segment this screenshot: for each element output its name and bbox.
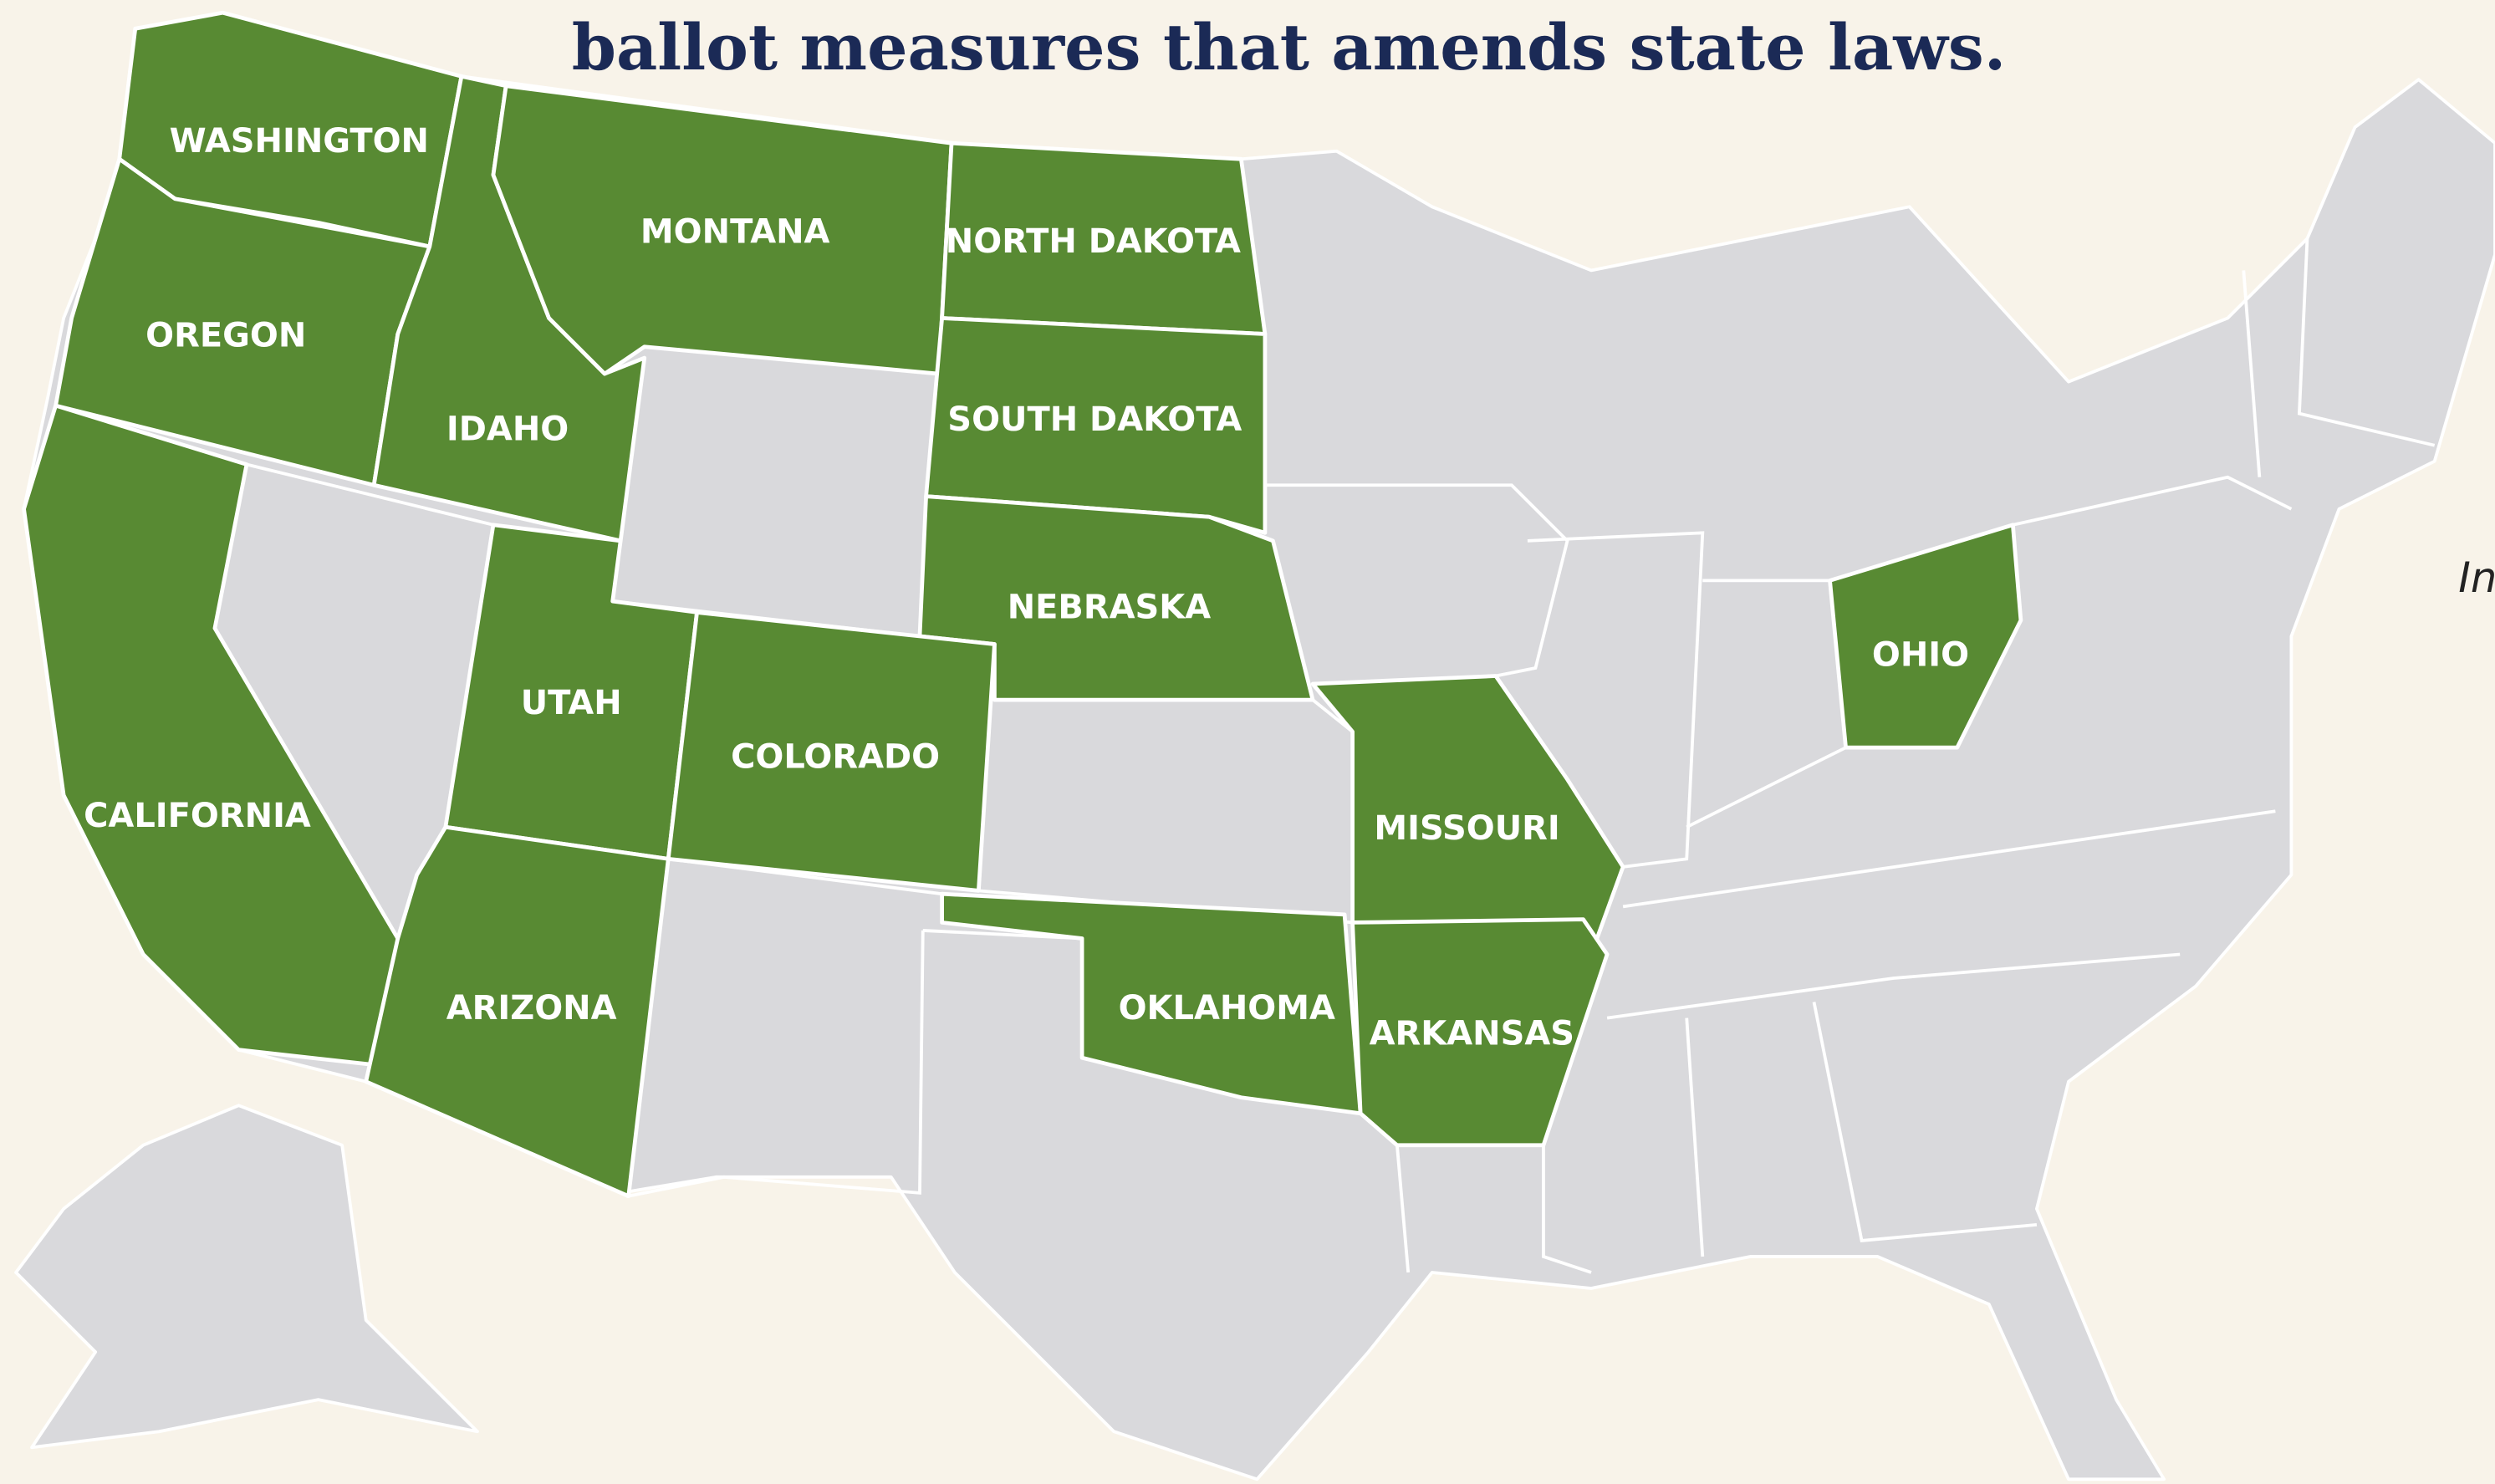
state-label: ARKANSAS bbox=[1370, 1015, 1574, 1053]
state-label: CALIFORNIA bbox=[84, 797, 311, 835]
state-label: COLORADO bbox=[731, 737, 940, 776]
state-label: OHIO bbox=[1872, 636, 1969, 675]
page: ballot measures that amends state laws. … bbox=[0, 0, 2495, 1484]
edge-text: In bbox=[2458, 553, 2495, 602]
state-label: OKLAHOMA bbox=[1119, 989, 1335, 1028]
state-label: WASHINGTON bbox=[170, 122, 429, 161]
state-label: IDAHO bbox=[446, 411, 569, 449]
state-label: NORTH DAKOTA bbox=[946, 222, 1241, 261]
state-label: OREGON bbox=[145, 316, 306, 354]
state-label: NEBRASKA bbox=[1008, 589, 1212, 627]
state-label: UTAH bbox=[521, 684, 622, 722]
state-label: ARIZONA bbox=[446, 989, 617, 1028]
state-label: MISSOURI bbox=[1374, 809, 1559, 848]
state-label: SOUTH DAKOTA bbox=[947, 400, 1242, 439]
state-label: MONTANA bbox=[640, 213, 830, 252]
title: ballot measures that amends state laws. bbox=[572, 10, 2006, 84]
map: ballot measures that amends state laws. … bbox=[0, 0, 2495, 1484]
